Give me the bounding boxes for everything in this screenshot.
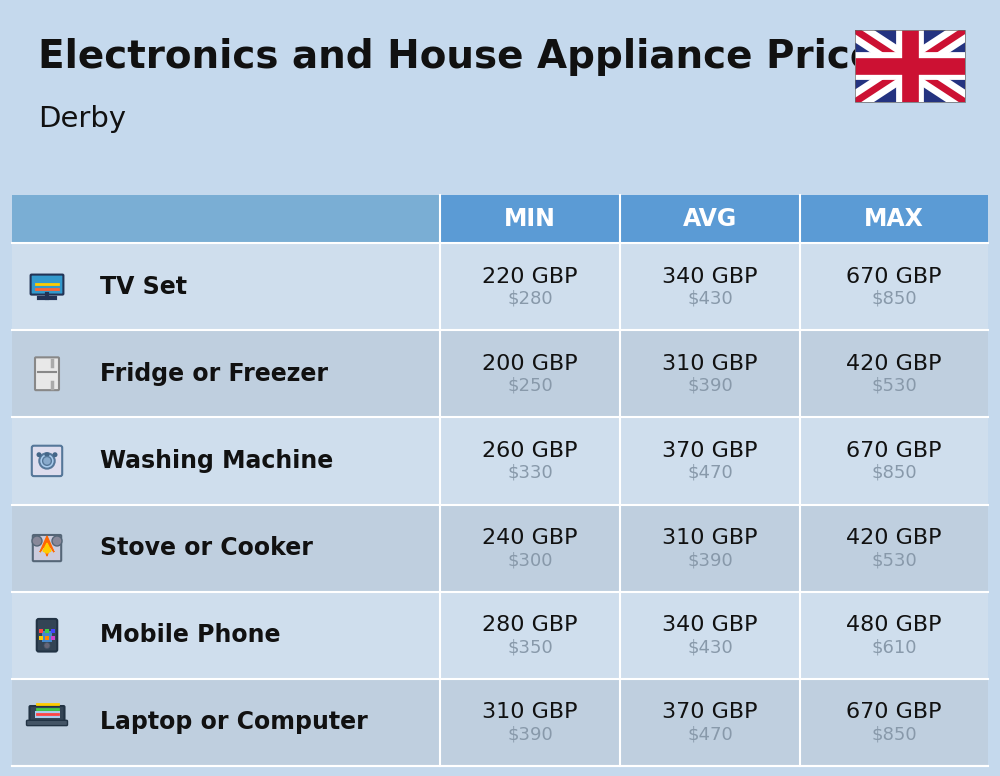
Text: $390: $390 (687, 551, 733, 569)
Text: 420 GBP: 420 GBP (846, 354, 942, 374)
FancyBboxPatch shape (35, 358, 59, 390)
Text: 340 GBP: 340 GBP (662, 615, 758, 636)
Text: 480 GBP: 480 GBP (846, 615, 942, 636)
Circle shape (44, 452, 50, 457)
FancyBboxPatch shape (31, 275, 63, 295)
Text: 340 GBP: 340 GBP (662, 267, 758, 286)
Bar (12, 679, 988, 766)
Text: 310 GBP: 310 GBP (662, 528, 758, 548)
Bar (800, 195, 988, 243)
Polygon shape (43, 543, 51, 553)
Bar (12, 243, 988, 330)
Bar (39, 636, 43, 640)
Text: Stove or Cooker: Stove or Cooker (100, 536, 313, 560)
Circle shape (52, 536, 62, 546)
FancyBboxPatch shape (26, 720, 68, 726)
Bar (440, 195, 620, 243)
Bar (51, 636, 55, 640)
Text: $850: $850 (871, 289, 917, 307)
Bar (855, 30, 965, 102)
Bar (855, 30, 965, 102)
Text: $530: $530 (871, 551, 917, 569)
Text: 280 GBP: 280 GBP (482, 615, 578, 636)
Text: AVG: AVG (683, 207, 737, 231)
Text: $300: $300 (507, 551, 553, 569)
Text: Derby: Derby (38, 105, 126, 133)
Bar (12, 504, 988, 591)
Text: 260 GBP: 260 GBP (482, 441, 578, 461)
Bar (620, 195, 800, 243)
Text: TV Set: TV Set (100, 275, 187, 299)
Text: 420 GBP: 420 GBP (846, 528, 942, 548)
Text: $470: $470 (687, 464, 733, 482)
Text: 310 GBP: 310 GBP (662, 354, 758, 374)
Text: $390: $390 (687, 377, 733, 395)
Text: 370 GBP: 370 GBP (662, 441, 758, 461)
Text: $430: $430 (687, 638, 733, 656)
Text: Electronics and House Appliance Prices: Electronics and House Appliance Prices (38, 38, 899, 76)
Text: $610: $610 (871, 638, 917, 656)
Text: 670 GBP: 670 GBP (846, 441, 942, 461)
Circle shape (36, 452, 42, 457)
Text: 670 GBP: 670 GBP (846, 267, 942, 286)
Bar (34, 711, 60, 719)
Text: $330: $330 (507, 464, 553, 482)
Text: Washing Machine: Washing Machine (100, 449, 333, 473)
Bar (51, 629, 55, 633)
Text: Fridge or Freezer: Fridge or Freezer (100, 362, 328, 386)
Bar (45, 636, 49, 640)
Text: $250: $250 (507, 377, 553, 395)
Polygon shape (40, 536, 54, 556)
Bar (12, 330, 988, 417)
Circle shape (32, 536, 42, 546)
Circle shape (43, 456, 51, 466)
Text: $280: $280 (507, 289, 553, 307)
Circle shape (39, 453, 55, 469)
Text: $530: $530 (871, 377, 917, 395)
Text: $850: $850 (871, 464, 917, 482)
Bar (45, 629, 49, 633)
Circle shape (52, 452, 58, 457)
FancyBboxPatch shape (33, 535, 61, 561)
Text: $850: $850 (871, 726, 917, 743)
Text: 240 GBP: 240 GBP (482, 528, 578, 548)
Circle shape (44, 643, 50, 649)
Text: $350: $350 (507, 638, 553, 656)
Text: 220 GBP: 220 GBP (482, 267, 578, 286)
Text: $390: $390 (507, 726, 553, 743)
Text: 200 GBP: 200 GBP (482, 354, 578, 374)
Bar (12, 417, 988, 504)
Text: $430: $430 (687, 289, 733, 307)
Text: MAX: MAX (864, 207, 924, 231)
Text: MIN: MIN (504, 207, 556, 231)
Bar (39, 629, 43, 633)
FancyBboxPatch shape (37, 619, 57, 652)
Text: 310 GBP: 310 GBP (482, 702, 578, 722)
FancyBboxPatch shape (30, 706, 64, 723)
Bar (12, 195, 440, 243)
Bar (12, 591, 988, 679)
FancyBboxPatch shape (32, 445, 62, 476)
Text: Laptop or Computer: Laptop or Computer (100, 710, 368, 734)
Bar (42, 631, 52, 642)
Text: $470: $470 (687, 726, 733, 743)
Text: 370 GBP: 370 GBP (662, 702, 758, 722)
Text: Mobile Phone: Mobile Phone (100, 623, 280, 647)
Text: 670 GBP: 670 GBP (846, 702, 942, 722)
